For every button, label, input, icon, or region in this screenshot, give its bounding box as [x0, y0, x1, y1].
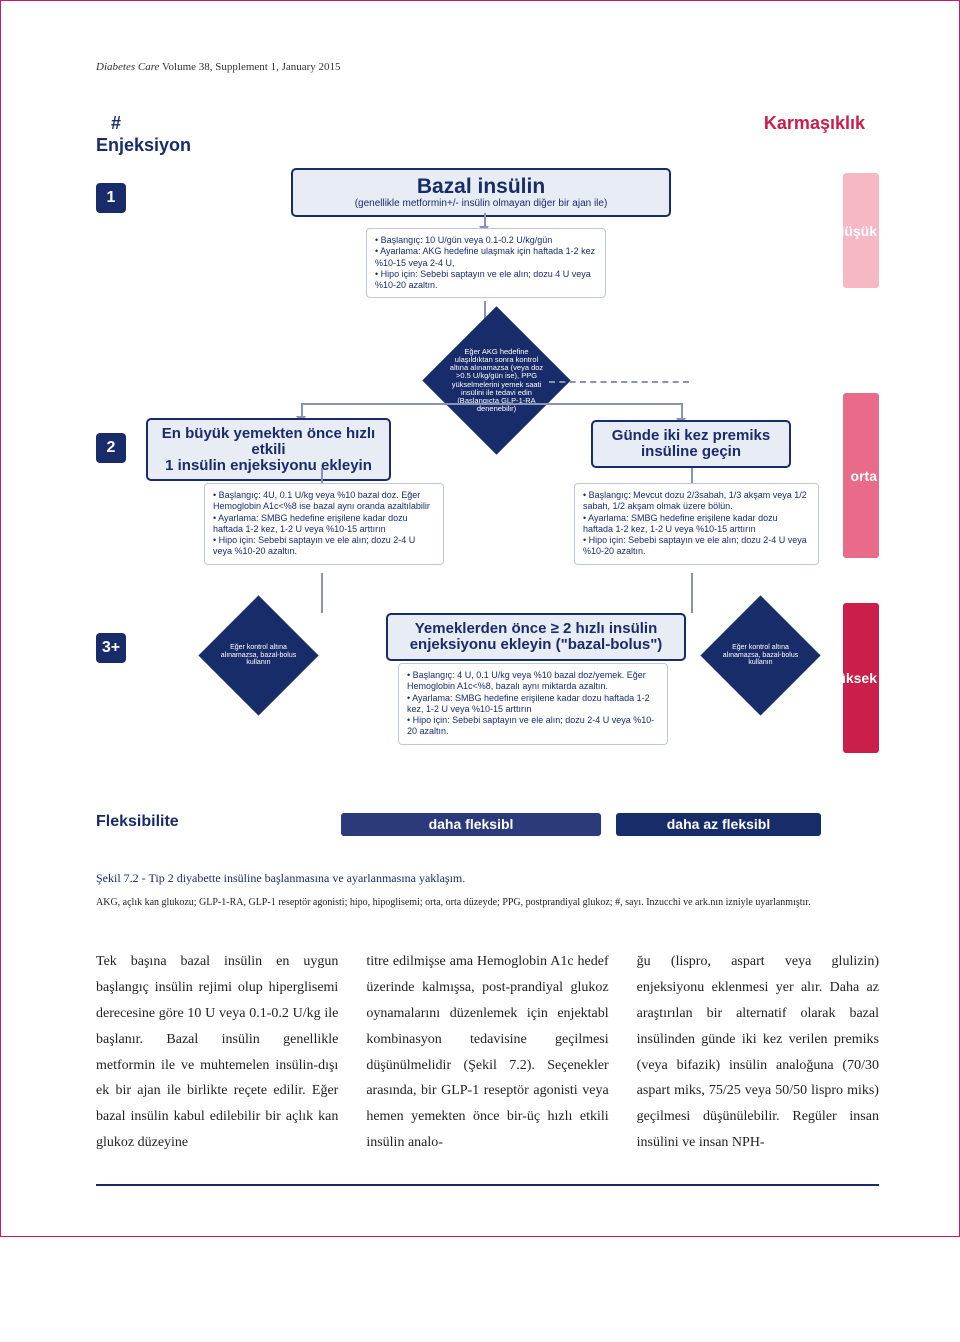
premix-banner: Günde iki kez premiks insüline geçin: [591, 420, 791, 468]
ib1-l2: Ayarlama: AKG hedefine ulaşmak için haft…: [375, 246, 597, 269]
bolus-title-b: enjeksiyonu ekleyin ("bazal-bolus"): [396, 637, 676, 653]
issue-text: Volume 38, Supplement 1, January 2015: [159, 61, 340, 73]
diamond-left-text: Eğer kontrol altına alınamazsa, bazal-bo…: [216, 613, 301, 698]
insulin-algorithm-diagram: # Enjeksiyon Karmaşıklık 1 2 3+ düşük or…: [96, 113, 879, 853]
basal-bolus-banner: Yemeklerden önce ≥ 2 hızlı insülin enjek…: [386, 613, 686, 661]
figure-caption: Şekil 7.2 - Tip 2 diyabette insüline baş…: [96, 871, 879, 886]
ib4-l3: Hipo için: Sebebi saptayın ve ele alın; …: [407, 715, 659, 738]
running-head: Diabetes Care Volume 38, Supplement 1, J…: [96, 61, 879, 73]
page: Diabetes Care Volume 38, Supplement 1, J…: [1, 1, 959, 1236]
flex-less: daha az fleksibl: [616, 813, 821, 836]
bottom-rule: [96, 1184, 879, 1186]
premix-title-b: insüline geçin: [601, 444, 781, 460]
body-col-3: ğu (lispro, aspart veya glulizin) enjeks…: [637, 949, 879, 1156]
decision-diamond-left: Eğer kontrol altına alınamazsa, bazal-bo…: [198, 595, 318, 715]
ib4-l2: Ayarlama: SMBG hedefine erişilene kadar …: [407, 693, 659, 716]
meal-title-b: 1 insülin enjeksiyonu ekleyin: [156, 458, 381, 474]
row-num-1: 1: [96, 183, 126, 213]
complexity-label: Karmaşıklık: [764, 113, 865, 134]
connector-line: [321, 468, 323, 483]
basal-title: Bazal insülin: [301, 176, 661, 198]
row-num-2: 2: [96, 433, 126, 463]
enjeksiyon-label: Enjeksiyon: [96, 135, 191, 156]
bolus-dosing-box: Başlangıç: 4 U, 0.1 U/kg veya %10 bazal …: [398, 663, 668, 745]
diamond-right-text: Eğer kontrol altına alınamazsa, bazal-bo…: [718, 613, 803, 698]
premix-dosing-box: Başlangıç: Mevcut dozu 2/3sabah, 1/3 akş…: [574, 483, 819, 565]
ib3-l3: Hipo için: Sebebi saptayın ve ele alın; …: [583, 535, 810, 558]
meal-title-a: En büyük yemekten önce hızlı etkili: [156, 426, 381, 458]
decision-diamond-right: Eğer kontrol altına alınamazsa, bazal-bo…: [700, 595, 820, 715]
ib1-l3: Hipo için: Sebebi saptayın ve ele alın; …: [375, 269, 597, 292]
cbar-mid-text: orta: [851, 468, 877, 484]
flexibility-row: Fleksibilite daha fleksibl daha az fleks…: [96, 813, 839, 837]
complexity-bar-high: yüksek: [843, 603, 879, 753]
dotted-connector: [549, 381, 689, 383]
mealtime-injection-banner: En büyük yemekten önce hızlı etkili 1 in…: [146, 418, 391, 481]
connector-line: [691, 468, 693, 483]
connector-line: [321, 573, 323, 613]
flex-more: daha fleksibl: [341, 813, 601, 836]
connector-line: [691, 573, 693, 613]
body-col-1: Tek başına bazal insülin en uygun başlan…: [96, 949, 338, 1156]
cbar-high-text: yüksek: [830, 670, 877, 686]
premix-title-a: Günde iki kez premiks: [601, 428, 781, 444]
basal-sub: (genellikle metformin+/- insülin olmayan…: [301, 198, 661, 209]
cbar-low-text: düşük: [836, 223, 877, 239]
journal-name: Diabetes Care: [96, 61, 159, 73]
basal-dosing-box: Başlangıç: 10 U/gün veya 0.1-0.2 U/kg/gü…: [366, 228, 606, 298]
ib2-l1: Başlangıç: 4U, 0.1 U/kg veya %10 bazal d…: [213, 490, 435, 513]
ib2-l3: Hipo için: Sebebi saptayın ve ele alın; …: [213, 535, 435, 558]
ib3-l2: Ayarlama: SMBG hedefine erişilene kadar …: [583, 513, 810, 536]
ib2-l2: Ayarlama: SMBG hedefine erişilene kadar …: [213, 513, 435, 536]
complexity-bar-mid: orta: [843, 393, 879, 558]
abbreviations-note: AKG, açlık kan glukozu; GLP-1-RA, GLP-1 …: [96, 896, 879, 909]
mealtime-dosing-box: Başlangıç: 4U, 0.1 U/kg veya %10 bazal d…: [204, 483, 444, 565]
connector-line: [301, 403, 681, 405]
body-col-2: titre edilmişse ama Hemoglobin A1c hedef…: [366, 949, 608, 1156]
ib4-l1: Başlangıç: 4 U, 0.1 U/kg veya %10 bazal …: [407, 670, 659, 693]
ib1-l1: Başlangıç: 10 U/gün veya 0.1-0.2 U/kg/gü…: [375, 235, 597, 246]
basal-insulin-banner: Bazal insülin (genellikle metformin+/- i…: [291, 168, 671, 217]
bolus-title-a: Yemeklerden önce ≥ 2 hızlı insülin: [396, 621, 676, 637]
body-text-columns: Tek başına bazal insülin en uygun başlan…: [96, 949, 879, 1156]
complexity-bar-low: düşük: [843, 173, 879, 288]
ib3-l1: Başlangıç: Mevcut dozu 2/3sabah, 1/3 akş…: [583, 490, 810, 513]
diamond-top-text: Eğer AKG hedefine ulaşıldıktan sonra kon…: [444, 328, 549, 433]
row-num-3: 3+: [96, 633, 126, 663]
flex-label: Fleksibilite: [96, 813, 179, 831]
hash-label: #: [111, 113, 121, 134]
